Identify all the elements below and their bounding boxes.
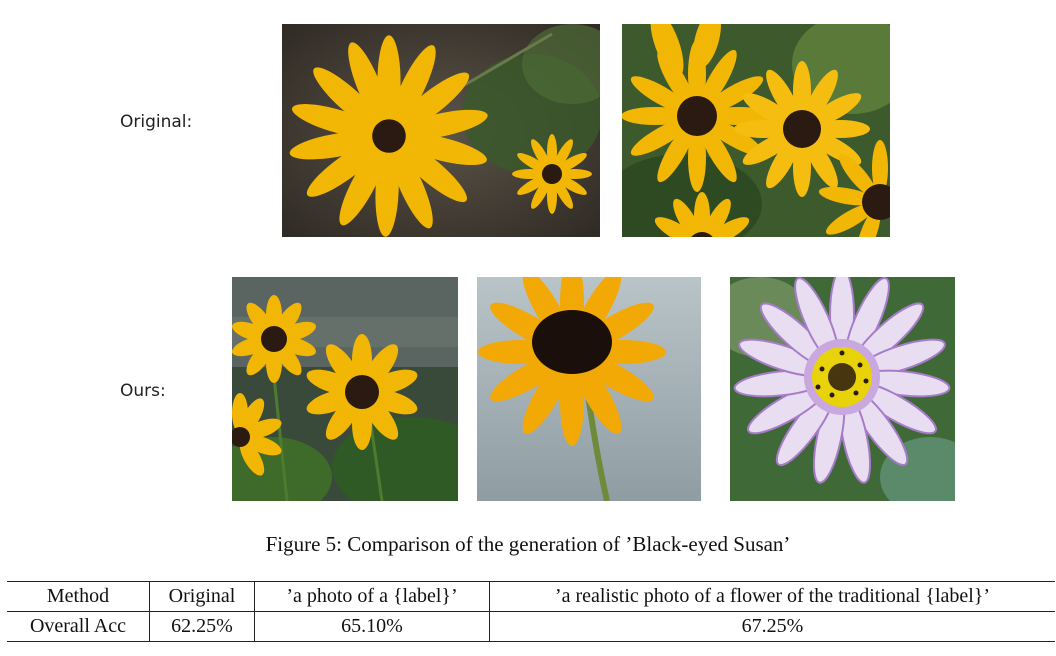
table-cell: 67.25%: [489, 611, 1055, 642]
table-cell: 65.10%: [254, 611, 490, 642]
ours-image-3: [730, 277, 955, 501]
table-header-cell: ’a photo of a {label}’: [254, 581, 490, 612]
original-image-2: [622, 24, 890, 237]
original-image-1: [282, 24, 600, 237]
row-label-original: Original:: [120, 112, 193, 132]
ours-image-2: [477, 277, 701, 501]
row-label-ours: Ours:: [120, 381, 166, 401]
ours-image-1: [232, 277, 458, 501]
table-row: Overall Acc 62.25% 65.10% 67.25%: [7, 611, 1055, 642]
table-header-cell: Original: [149, 581, 255, 612]
figure-caption: Figure 5: Comparison of the generation o…: [265, 532, 791, 556]
table-cell: 62.25%: [149, 611, 255, 642]
table-cell: Overall Acc: [7, 611, 150, 642]
results-table: Method Original ’a photo of a {label}’ ’…: [7, 581, 1055, 642]
table-header-cell: ’a realistic photo of a flower of the tr…: [489, 581, 1055, 612]
table-header-row: Method Original ’a photo of a {label}’ ’…: [7, 581, 1055, 612]
table-header-cell: Method: [7, 581, 150, 612]
